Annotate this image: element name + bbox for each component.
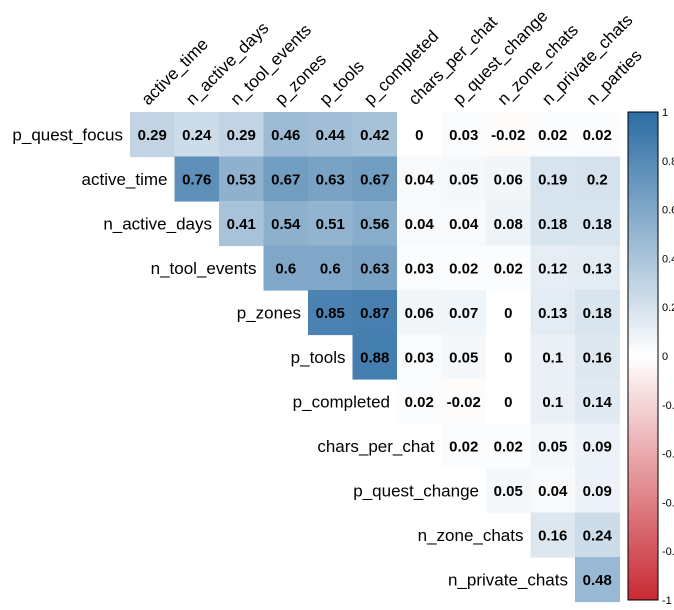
- row-label: n_private_chats: [448, 570, 568, 589]
- colorbar-gradient: [628, 112, 658, 600]
- cell-value-label: 0.51: [316, 216, 345, 233]
- cell-value-label: 0.67: [360, 171, 389, 188]
- colorbar-tick-label: 0.2: [662, 302, 674, 314]
- cell-value-label: 0.53: [227, 171, 256, 188]
- cell-value-label: 0.18: [538, 216, 567, 233]
- cell-value-label: 0.44: [316, 127, 346, 144]
- cell-value-label: 0.1: [542, 394, 563, 411]
- cell-value-label: 0.63: [316, 171, 345, 188]
- cell-value-label: 0.03: [449, 127, 478, 144]
- cell-value-label: 0.41: [227, 216, 256, 233]
- cell-value-label: 0: [504, 305, 512, 322]
- cell-value-label: 0.13: [583, 260, 612, 277]
- cell-value-label: 0.06: [494, 171, 523, 188]
- colorbar-tick-label: -1: [662, 595, 672, 605]
- row-label: p_quest_change: [353, 481, 479, 500]
- cell-value-label: -0.02: [491, 127, 525, 144]
- colorbar-tick-label: 0.8: [662, 156, 674, 168]
- row-label: n_active_days: [103, 214, 212, 233]
- cell-value-label: 0.19: [538, 171, 567, 188]
- cell-value-label: 0.05: [538, 438, 567, 455]
- colorbar: 1 0.8 0.6 0.4 0.2 0 -0.2 -0.4 -0.6 -0.8 -1: [628, 107, 674, 605]
- cell-value-label: 0.16: [538, 527, 567, 544]
- cell-value-label: 0.05: [449, 349, 478, 366]
- cell-value-label: 0.6: [320, 260, 341, 277]
- cell-value-label: 0.2: [587, 171, 608, 188]
- cell-value-label: 0.12: [538, 260, 567, 277]
- cell-value-label: 0.48: [583, 572, 612, 589]
- cell-value-label: 0: [415, 127, 423, 144]
- colorbar-tick-label: -0.6: [662, 497, 674, 509]
- cell-value-label: 0.42: [360, 127, 389, 144]
- cell-value-label: 0.29: [138, 127, 167, 144]
- cell-value-label: 0.09: [583, 438, 612, 455]
- cell-value-label: 0.54: [271, 216, 301, 233]
- cell-value-label: 0.02: [449, 438, 478, 455]
- cell-value-label: 0.87: [360, 305, 389, 322]
- cell-value-label: 0.63: [360, 260, 389, 277]
- cell-value-label: 0.13: [538, 305, 567, 322]
- cell-value-label: 0.46: [271, 127, 300, 144]
- cell-value-label: 0.05: [494, 483, 523, 500]
- cell-value-label: 0.16: [583, 349, 612, 366]
- cell-value-label: 0.24: [182, 127, 212, 144]
- row-label: p_tools: [291, 348, 346, 367]
- cell-value-label: 0: [504, 349, 512, 366]
- cell-value-label: 0.1: [542, 349, 563, 366]
- colorbar-tick-label: 0: [662, 351, 668, 363]
- colorbar-tick-label: 0.6: [662, 205, 674, 217]
- cell-value-label: 0.08: [494, 216, 523, 233]
- cell-value-label: 0.88: [360, 349, 389, 366]
- cell-value-label: 0.07: [449, 305, 478, 322]
- cell-value-label: 0.18: [583, 216, 612, 233]
- cell-value-label: 0.24: [583, 527, 613, 544]
- row-label: p_completed: [293, 392, 390, 411]
- cell-value-label: 0.02: [494, 260, 523, 277]
- row-label: p_zones: [237, 303, 301, 322]
- row-label: p_quest_focus: [12, 125, 123, 144]
- cell-value-label: 0.04: [538, 483, 568, 500]
- cell-value-label: 0.06: [405, 305, 434, 322]
- cell-value-label: 0.02: [405, 394, 434, 411]
- cell-value-label: 0.85: [316, 305, 345, 322]
- column-labels: active_timen_active_daysn_tool_eventsp_z…: [138, 6, 646, 108]
- cell-value-label: 0.02: [449, 260, 478, 277]
- cell-value-label: 0.04: [449, 216, 479, 233]
- cell-value-label: 0: [504, 394, 512, 411]
- colorbar-tick-label: 0.4: [662, 253, 674, 265]
- cell-value-label: 0.14: [583, 394, 613, 411]
- cell-value-label: 0.04: [405, 216, 435, 233]
- cell-value-label: 0.02: [583, 127, 612, 144]
- colorbar-tick-label: -0.4: [662, 449, 674, 461]
- cell-value-label: 0.6: [275, 260, 296, 277]
- colorbar-tick-label: -0.8: [662, 546, 674, 558]
- colorbar-tick-label: -0.2: [662, 400, 674, 412]
- cell-value-label: -0.02: [447, 394, 481, 411]
- cell-value-label: 0.67: [271, 171, 300, 188]
- row-label: active_time: [82, 170, 168, 189]
- row-label: n_tool_events: [151, 259, 257, 278]
- row-label: chars_per_chat: [317, 437, 434, 456]
- cell-value-label: 0.76: [182, 171, 211, 188]
- cell-value-label: 0.03: [405, 349, 434, 366]
- cell-value-label: 0.05: [449, 171, 478, 188]
- cell-value-label: 0.18: [583, 305, 612, 322]
- cell-value-label: 0.03: [405, 260, 434, 277]
- colorbar-tick-label: 1: [662, 107, 668, 119]
- cell-value-label: 0.02: [538, 127, 567, 144]
- cell-value-label: 0.09: [583, 483, 612, 500]
- row-label: n_zone_chats: [418, 526, 524, 545]
- cell-value-label: 0.04: [405, 171, 435, 188]
- cell-value-label: 0.02: [494, 438, 523, 455]
- cell-value-label: 0.29: [227, 127, 256, 144]
- cell-value-label: 0.56: [360, 216, 389, 233]
